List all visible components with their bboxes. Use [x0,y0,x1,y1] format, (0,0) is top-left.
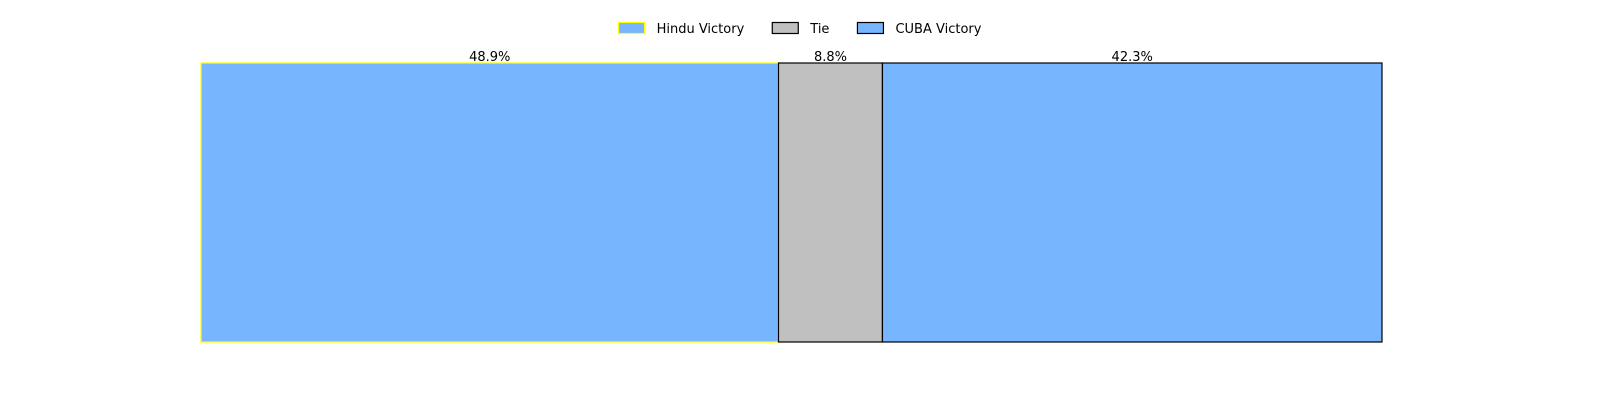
legend: Hindu Victory Tie CUBA Victory [617,21,982,37]
bar-segment-hindu-victory [200,62,780,343]
bar-segment-tie [777,62,884,343]
legend-swatch-tie [771,21,799,35]
legend-label-cuba-victory: CUBA Victory [895,22,981,37]
data-label-tie: 8.8% [814,50,847,65]
data-label-hindu-victory: 48.9% [469,50,510,65]
bar-segment-cuba-victory [881,62,1383,343]
bar-segments [200,62,1383,343]
legend-label-tie: Tie [809,22,829,37]
legend-label-hindu-victory: Hindu Victory [657,22,745,37]
legend-swatch-cuba-victory [856,21,885,35]
data-label-cuba-victory: 42.3% [1112,50,1153,65]
data-labels: 48.9% 8.8% 42.3% [469,50,1153,65]
legend-swatch-hindu-victory [617,21,646,35]
